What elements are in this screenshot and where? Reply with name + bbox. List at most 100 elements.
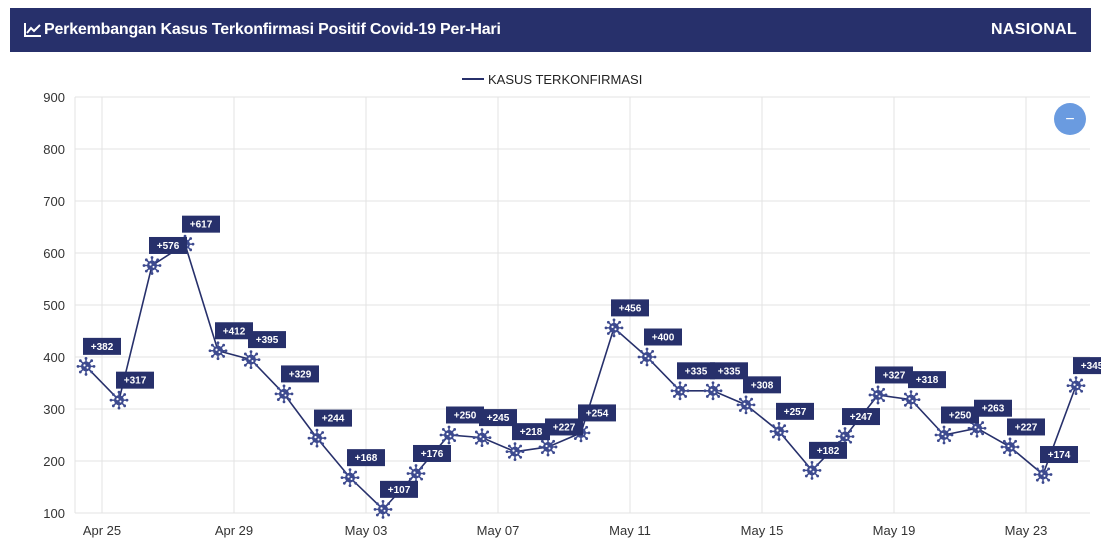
virus-marker-icon[interactable]: [1033, 465, 1053, 484]
virus-marker-icon[interactable]: [142, 256, 162, 275]
data-label-text: +182: [817, 446, 840, 457]
x-tick-label: Apr 29: [215, 523, 253, 538]
x-axis: Apr 25 Apr 29 May 03 May 07 May 11 May 15 May …: [83, 523, 1047, 538]
data-label: +345: [1073, 357, 1101, 375]
virus-marker-icon[interactable]: [472, 428, 492, 447]
data-label-text: +456: [619, 303, 642, 314]
virus-marker-icon[interactable]: [604, 318, 624, 338]
data-label-text: +400: [652, 333, 675, 344]
data-label-text: +176: [421, 449, 444, 460]
data-label: +400: [644, 328, 682, 346]
virus-marker-icon[interactable]: [1066, 376, 1086, 395]
data-label-text: +227: [1015, 422, 1038, 433]
virus-marker-icon[interactable]: [703, 381, 723, 401]
virus-marker-icon[interactable]: [274, 384, 294, 404]
virus-marker-icon[interactable]: [1000, 437, 1020, 457]
y-tick-label: 600: [43, 246, 65, 261]
data-label: +244: [314, 409, 352, 427]
data-label-text: +335: [718, 366, 741, 377]
data-label: +335: [677, 362, 715, 380]
zoom-button-circle[interactable]: [1054, 103, 1086, 135]
y-tick-label: 800: [43, 142, 65, 157]
data-label-text: +218: [520, 427, 543, 438]
x-tick-label: May 19: [873, 523, 916, 538]
data-label: +318: [908, 371, 946, 389]
data-label: +382: [83, 337, 121, 355]
data-label-text: +250: [454, 411, 477, 422]
chart-header: Perkembangan Kasus Terkonfirmasi Positif…: [10, 8, 1091, 52]
data-label: +456: [611, 299, 649, 317]
data-label-text: +254: [586, 408, 609, 419]
virus-marker-icon[interactable]: [835, 427, 855, 446]
virus-marker-icon[interactable]: [736, 395, 756, 415]
virus-marker-icon[interactable]: [76, 356, 96, 376]
virus-marker-icon[interactable]: [439, 425, 459, 445]
data-label-text: +412: [223, 326, 246, 337]
region-label: NASIONAL: [991, 21, 1077, 38]
data-label-text: +327: [883, 370, 906, 381]
virus-marker-icon[interactable]: [769, 421, 789, 441]
x-tick-label: Apr 25: [83, 523, 121, 538]
y-tick-label: 400: [43, 350, 65, 365]
data-label: +412: [215, 322, 253, 340]
data-label: +182: [809, 441, 847, 459]
data-label: +174: [1040, 446, 1078, 464]
data-label: +317: [116, 371, 154, 389]
virus-marker-icon[interactable]: [340, 468, 360, 488]
x-tick-label: May 23: [1005, 523, 1048, 538]
data-label: +218: [512, 423, 550, 441]
data-label: +257: [776, 402, 814, 420]
data-label-text: +257: [784, 407, 807, 418]
data-label: +107: [380, 480, 418, 498]
data-label: +227: [545, 418, 583, 436]
data-label-text: +617: [190, 220, 213, 231]
virus-marker-icon[interactable]: [934, 425, 954, 445]
legend[interactable]: KASUS TERKONFIRMASI: [462, 72, 642, 87]
data-label-text: +335: [685, 366, 708, 377]
data-label-text: +250: [949, 411, 972, 422]
data-label: +308: [743, 376, 781, 394]
virus-marker-icon[interactable]: [208, 341, 228, 361]
data-label-text: +245: [487, 413, 510, 424]
virus-marker-icon[interactable]: [241, 350, 261, 369]
x-tick-label: May 15: [741, 523, 784, 538]
data-label: +245: [479, 409, 517, 427]
data-label-text: +107: [388, 485, 411, 496]
virus-marker-icon[interactable]: [967, 418, 987, 438]
data-label: +254: [578, 404, 616, 422]
virus-marker-icon[interactable]: [109, 390, 129, 410]
data-label: +576: [149, 236, 187, 254]
header-left: Perkembangan Kasus Terkonfirmasi Positif…: [24, 21, 501, 39]
x-tick-label: May 11: [609, 523, 651, 538]
data-label: +250: [446, 406, 484, 424]
data-label-text: +382: [91, 342, 114, 353]
virus-marker-icon[interactable]: [505, 442, 525, 462]
data-label-text: +345: [1081, 361, 1101, 372]
data-labels-group: +382 +317 +576 +617 +412 +395 +329 +244 +168 +107…: [83, 215, 1101, 498]
virus-marker-icon[interactable]: [538, 437, 558, 457]
zoom-out-button[interactable]: −: [1054, 103, 1086, 135]
data-label-text: +329: [289, 369, 312, 380]
data-label-text: +263: [982, 404, 1005, 415]
x-tick-label: May 07: [477, 523, 520, 538]
virus-marker-icon[interactable]: [868, 385, 888, 405]
data-label-text: +308: [751, 380, 774, 391]
virus-marker-icon[interactable]: [901, 390, 921, 410]
legend-label: KASUS TERKONFIRMASI: [488, 72, 642, 87]
y-tick-label: 500: [43, 298, 65, 313]
line-chart-icon: [24, 23, 41, 37]
grid-lines: [74, 96, 1090, 514]
data-label: +263: [974, 399, 1012, 417]
virus-marker-icon[interactable]: [307, 428, 327, 448]
data-label: +335: [710, 362, 748, 380]
virus-marker-icon[interactable]: [373, 499, 393, 519]
data-label-text: +318: [916, 375, 939, 386]
virus-marker-icon[interactable]: [802, 460, 822, 480]
data-label: +617: [182, 215, 220, 233]
virus-marker-icon[interactable]: [670, 381, 690, 401]
virus-marker-icon[interactable]: [406, 464, 426, 483]
data-label-text: +174: [1048, 450, 1071, 461]
y-tick-label: 700: [43, 194, 65, 209]
virus-marker-icon[interactable]: [637, 347, 657, 367]
